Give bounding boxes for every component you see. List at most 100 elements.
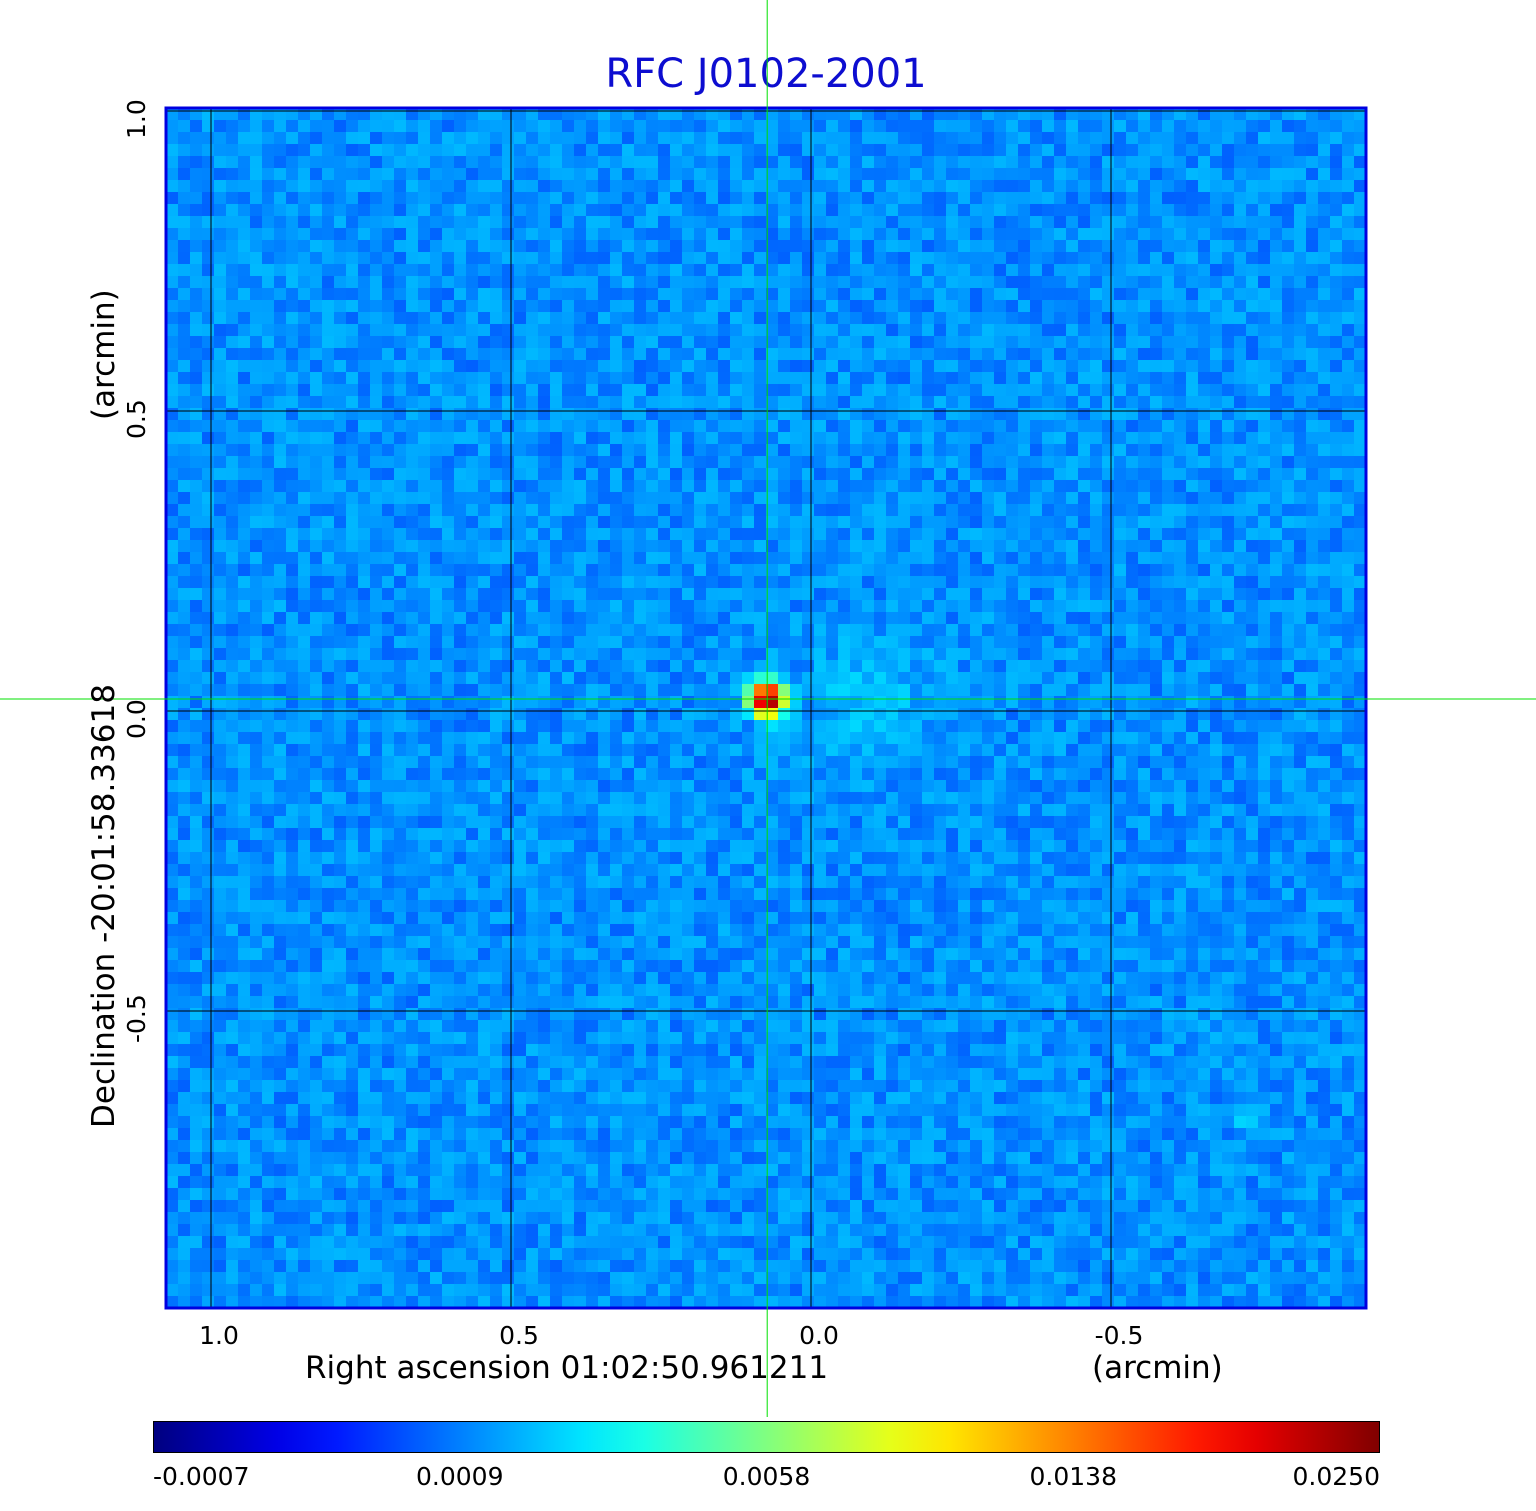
image-cell bbox=[766, 264, 779, 277]
image-cell bbox=[406, 468, 419, 481]
image-cell bbox=[1318, 528, 1331, 541]
image-cell bbox=[490, 552, 503, 565]
image-cell bbox=[946, 288, 959, 301]
image-cell bbox=[418, 408, 431, 421]
image-cell bbox=[814, 588, 827, 601]
image-cell bbox=[838, 192, 851, 205]
image-cell bbox=[598, 456, 611, 469]
image-cell bbox=[1054, 636, 1067, 649]
image-cell bbox=[778, 312, 791, 325]
image-cell bbox=[478, 180, 491, 193]
image-cell bbox=[922, 540, 935, 553]
image-cell bbox=[214, 576, 227, 589]
image-cell bbox=[970, 540, 983, 553]
image-cell bbox=[382, 360, 395, 373]
image-cell bbox=[454, 564, 467, 577]
image-cell bbox=[790, 324, 803, 337]
image-cell bbox=[1186, 420, 1199, 433]
image-cell bbox=[1042, 492, 1055, 505]
image-cell bbox=[646, 636, 659, 649]
image-cell bbox=[1126, 612, 1139, 625]
image-cell bbox=[1066, 312, 1079, 325]
image-cell bbox=[1126, 252, 1139, 265]
image-cell bbox=[1210, 684, 1223, 697]
image-cell bbox=[1102, 180, 1115, 193]
image-cell bbox=[1066, 192, 1079, 205]
image-cell bbox=[574, 384, 587, 397]
image-cell bbox=[862, 432, 875, 445]
image-cell bbox=[490, 288, 503, 301]
image-cell bbox=[790, 480, 803, 493]
image-cell bbox=[394, 636, 407, 649]
image-cell bbox=[1078, 204, 1091, 217]
image-cell bbox=[646, 348, 659, 361]
image-cell bbox=[1138, 300, 1151, 313]
image-cell bbox=[346, 360, 359, 373]
image-cell bbox=[730, 492, 743, 505]
image-cell bbox=[358, 672, 371, 685]
image-cell bbox=[1330, 336, 1343, 349]
image-cell bbox=[442, 624, 455, 637]
image-cell bbox=[370, 492, 383, 505]
image-cell bbox=[1030, 588, 1043, 601]
image-cell bbox=[742, 660, 755, 673]
image-cell bbox=[274, 384, 287, 397]
image-cell bbox=[1090, 240, 1103, 253]
image-cell bbox=[322, 240, 335, 253]
image-cell bbox=[1006, 120, 1019, 133]
image-cell bbox=[850, 288, 863, 301]
image-cell bbox=[934, 516, 947, 529]
image-cell bbox=[910, 684, 923, 697]
image-cell bbox=[934, 684, 947, 697]
image-cell bbox=[346, 192, 359, 205]
image-cell bbox=[1006, 324, 1019, 337]
image-cell bbox=[826, 228, 839, 241]
image-cell bbox=[742, 684, 755, 697]
image-cell bbox=[1174, 216, 1187, 229]
image-cell bbox=[1150, 168, 1163, 181]
image-cell bbox=[1006, 396, 1019, 409]
image-cell bbox=[970, 300, 983, 313]
image-cell bbox=[358, 120, 371, 133]
image-cell bbox=[370, 240, 383, 253]
image-cell bbox=[274, 672, 287, 685]
image-cell bbox=[1066, 516, 1079, 529]
image-cell bbox=[646, 288, 659, 301]
image-cell bbox=[598, 348, 611, 361]
image-cell bbox=[262, 444, 275, 457]
image-cell bbox=[994, 456, 1007, 469]
image-cell bbox=[898, 528, 911, 541]
image-cell bbox=[982, 504, 995, 517]
image-cell bbox=[1186, 120, 1199, 133]
image-cell bbox=[406, 396, 419, 409]
image-cell bbox=[1234, 372, 1247, 385]
image-cell bbox=[442, 504, 455, 517]
image-cell bbox=[682, 480, 695, 493]
image-cell bbox=[922, 444, 935, 457]
image-cell bbox=[1018, 528, 1031, 541]
image-cell bbox=[1030, 468, 1043, 481]
image-cell bbox=[514, 456, 527, 469]
image-cell bbox=[1138, 468, 1151, 481]
image-cell bbox=[214, 264, 227, 277]
image-cell bbox=[478, 468, 491, 481]
image-cell bbox=[742, 576, 755, 589]
image-cell bbox=[958, 408, 971, 421]
image-cell bbox=[910, 204, 923, 217]
image-cell bbox=[814, 228, 827, 241]
image-cell bbox=[1294, 348, 1307, 361]
image-cell bbox=[214, 624, 227, 637]
image-cell bbox=[682, 384, 695, 397]
image-cell bbox=[202, 480, 215, 493]
image-cell bbox=[622, 432, 635, 445]
image-cell bbox=[502, 336, 515, 349]
image-cell bbox=[1018, 300, 1031, 313]
image-cell bbox=[754, 144, 767, 157]
image-cell bbox=[814, 600, 827, 613]
image-cell bbox=[226, 384, 239, 397]
image-cell bbox=[454, 312, 467, 325]
image-cell bbox=[658, 624, 671, 637]
image-cell bbox=[838, 552, 851, 565]
image-cell bbox=[262, 288, 275, 301]
image-cell bbox=[1294, 240, 1307, 253]
